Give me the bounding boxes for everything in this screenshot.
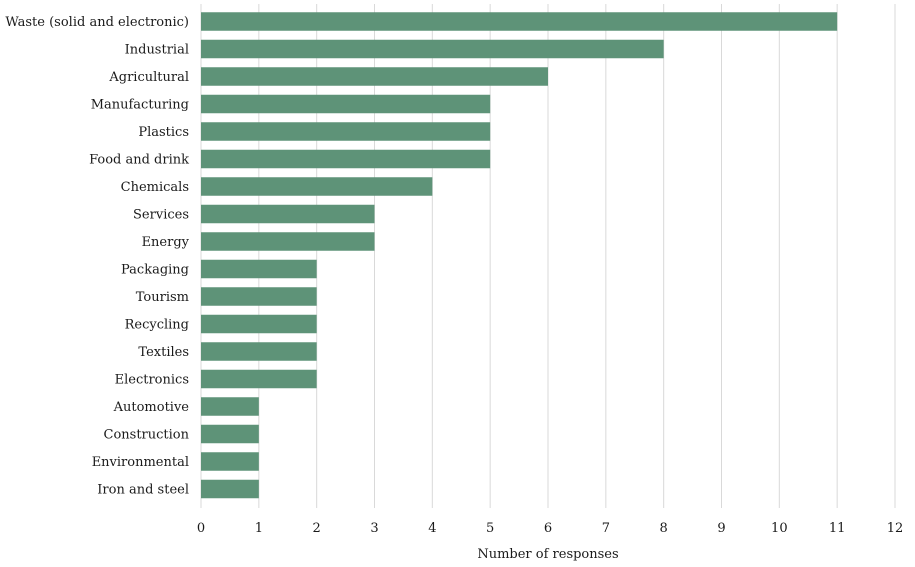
bar — [201, 94, 491, 114]
bar — [201, 122, 491, 141]
category-label: Packaging — [121, 263, 189, 278]
category-label: Electronics — [115, 373, 189, 388]
category-label: Waste (solid and electronic) — [5, 15, 189, 30]
bar — [201, 342, 317, 361]
category-label: Energy — [142, 235, 190, 250]
x-tick-label: 11 — [829, 521, 846, 536]
x-tick-label: 5 — [486, 521, 494, 536]
bar — [201, 177, 433, 196]
x-tick-label: 8 — [660, 521, 668, 536]
x-tick-label: 7 — [602, 521, 610, 536]
bar — [201, 369, 317, 389]
category-label: Tourism — [136, 290, 189, 305]
category-label: Services — [133, 208, 189, 223]
bar — [201, 452, 259, 471]
category-label: Agricultural — [108, 70, 189, 85]
category-label: Manufacturing — [91, 98, 189, 113]
bar — [201, 259, 317, 279]
category-label: Textiles — [138, 345, 189, 360]
x-tick-label: 6 — [544, 521, 552, 536]
bar — [201, 314, 317, 334]
category-label: Environmental — [92, 455, 189, 470]
x-tick-label: 12 — [887, 521, 904, 536]
category-labels: Waste (solid and electronic) Industrial Ag… — [5, 15, 190, 498]
category-label: Automotive — [113, 400, 190, 415]
bar — [201, 67, 548, 86]
x-tick-label: 0 — [197, 521, 205, 536]
bar — [201, 479, 259, 499]
x-tick-label: 2 — [313, 521, 321, 536]
bar — [201, 12, 838, 31]
bar — [201, 39, 664, 59]
bar — [201, 397, 259, 416]
bar — [201, 149, 491, 169]
category-label: Industrial — [125, 43, 189, 58]
bar — [201, 232, 375, 251]
x-tick-label: 9 — [717, 521, 725, 536]
grid-layer — [200, 4, 896, 508]
bar — [201, 424, 259, 444]
category-label: Iron and steel — [97, 483, 189, 498]
category-label: Plastics — [138, 125, 189, 140]
x-tick-label: 3 — [370, 521, 378, 536]
bar — [201, 287, 317, 306]
x-tick-label: 4 — [428, 521, 436, 536]
category-label: Recycling — [125, 318, 189, 333]
x-axis-ticks: 0 1 2 3 4 5 6 7 8 9 10 11 12 — [197, 521, 903, 536]
x-tick-label: 1 — [255, 521, 263, 536]
bar-layer — [201, 12, 838, 499]
x-axis-title: Number of responses — [477, 547, 618, 562]
category-label: Food and drink — [89, 153, 189, 168]
x-tick-label: 10 — [771, 521, 788, 536]
bar — [201, 204, 375, 224]
category-label: Construction — [104, 428, 190, 443]
category-label: Chemicals — [121, 180, 189, 195]
